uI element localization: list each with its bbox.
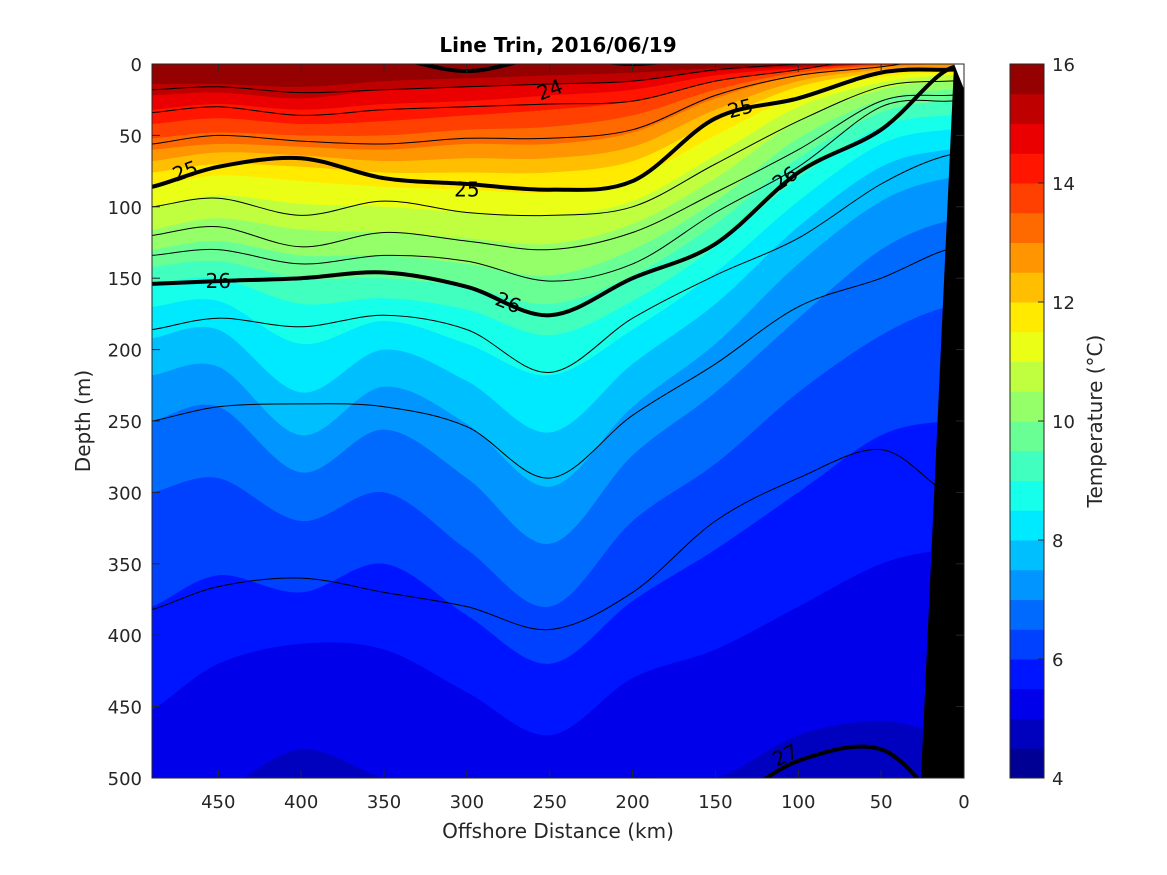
x-axis-ticks: 450 400 350 300 250 200 150 100 50 0 xyxy=(201,64,970,813)
colorbar-bin xyxy=(1010,718,1044,749)
y-tick-label: 450 xyxy=(108,698,142,719)
colorbar-bin xyxy=(1010,361,1044,392)
colorbar-bin xyxy=(1010,540,1044,571)
colorbar-bin xyxy=(1010,64,1044,95)
y-tick-label: 500 xyxy=(108,769,142,790)
colorbar-bin xyxy=(1010,748,1044,779)
x-tick-label: 200 xyxy=(615,792,649,813)
fill-layer-below-5.5 xyxy=(152,548,964,778)
density-contour-25.75 xyxy=(152,99,964,282)
density-contour-27 xyxy=(762,744,920,778)
x-tick-label: 100 xyxy=(781,792,815,813)
x-tick-label: 400 xyxy=(284,792,318,813)
colorbar-tick-label: 12 xyxy=(1052,293,1075,314)
density-contour-26 xyxy=(152,64,964,318)
colorbar-bin xyxy=(1010,391,1044,422)
y-axis-ticks: 0 50 100 150 200 250 300 350 400 450 500 xyxy=(108,55,964,790)
density-contour-25.25 xyxy=(152,80,964,217)
chart-title: Line Trin, 2016/06/19 xyxy=(439,33,676,57)
colorbar-bin xyxy=(1010,331,1044,362)
x-tick-label: 300 xyxy=(450,792,484,813)
x-tick-label: 150 xyxy=(698,792,732,813)
colorbar-bin xyxy=(1010,183,1044,214)
colorbar-bin xyxy=(1010,569,1044,600)
density-contour-26.75 xyxy=(152,448,964,631)
colorbar-tick-label: 10 xyxy=(1052,412,1075,433)
x-tick-label: 0 xyxy=(958,792,969,813)
density-contours xyxy=(152,64,964,778)
contour-label: 25 xyxy=(454,178,479,202)
colorbar-bin xyxy=(1010,659,1044,690)
colorbar-tick-label: 16 xyxy=(1052,55,1075,76)
y-tick-label: 250 xyxy=(108,412,142,433)
temperature-fill-layers xyxy=(152,64,964,778)
y-tick-label: 300 xyxy=(108,483,142,504)
density-contour-24.75 xyxy=(152,64,904,145)
y-tick-label: 100 xyxy=(108,198,142,219)
y-tick-label: 350 xyxy=(108,555,142,576)
colorbar-tick-label: 6 xyxy=(1052,650,1063,671)
x-tick-label: 50 xyxy=(870,792,893,813)
colorbar xyxy=(1010,64,1044,779)
y-tick-label: 50 xyxy=(119,126,142,147)
colorbar-bin xyxy=(1010,510,1044,541)
colorbar-bin xyxy=(1010,302,1044,333)
colorbar-bin xyxy=(1010,421,1044,452)
colorbar-bin xyxy=(1010,688,1044,719)
x-tick-label: 350 xyxy=(367,792,401,813)
colorbar-bin xyxy=(1010,242,1044,273)
colorbar-bin xyxy=(1010,93,1044,124)
contour-label: 26 xyxy=(206,269,231,293)
density-contour-26.5 xyxy=(152,247,964,479)
bathymetry-surface-gap xyxy=(954,64,964,89)
colorbar-tick-label: 4 xyxy=(1052,769,1063,790)
x-tick-label: 250 xyxy=(533,792,567,813)
density-contour-24.25 xyxy=(152,64,805,94)
colorbar-bin xyxy=(1010,599,1044,630)
colorbar-tick-label: 14 xyxy=(1052,174,1075,195)
y-tick-label: 200 xyxy=(108,341,142,362)
colorbar-bin xyxy=(1010,272,1044,303)
density-contour-25 xyxy=(152,67,964,192)
colorbar-bin xyxy=(1010,450,1044,481)
colorbar-bin xyxy=(1010,123,1044,154)
x-tick-label: 450 xyxy=(201,792,235,813)
density-contour-25.5 xyxy=(152,94,964,251)
density-contour-24.5 xyxy=(152,64,836,116)
density-contour-26.25 xyxy=(152,152,964,373)
colorbar-ticks: 4 6 8 10 12 14 16 xyxy=(1038,55,1075,790)
colorbar-bin xyxy=(1010,153,1044,184)
colorbar-bin xyxy=(1010,212,1044,243)
y-tick-label: 150 xyxy=(108,269,142,290)
y-tick-label: 400 xyxy=(108,626,142,647)
y-tick-label: 0 xyxy=(131,55,142,76)
colorbar-bin xyxy=(1010,629,1044,660)
colorbar-label: Temperature (°C) xyxy=(1083,335,1107,509)
y-axis-label: Depth (m) xyxy=(71,370,95,472)
x-axis-label: Offshore Distance (km) xyxy=(442,819,674,843)
colorbar-bin xyxy=(1010,480,1044,511)
bathymetry-shape xyxy=(921,64,964,778)
colorbar-tick-label: 8 xyxy=(1052,531,1063,552)
fill-layer-below-5 xyxy=(243,720,964,778)
